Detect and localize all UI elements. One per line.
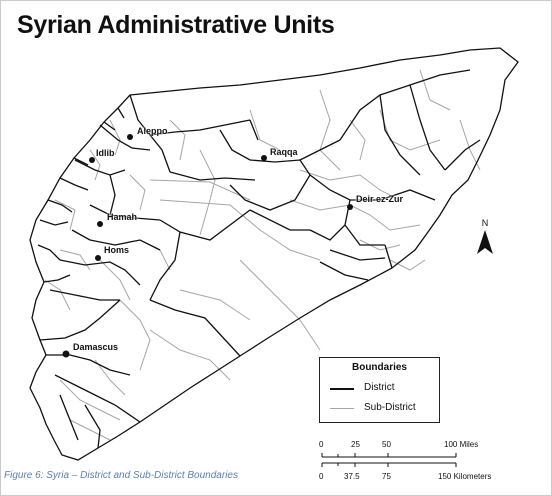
figure-caption: Figure 6: Syria – District and Sub-Distr… — [4, 470, 238, 481]
city-dot-deir-ez-zur — [347, 204, 353, 210]
north-arrow: N — [477, 218, 493, 256]
scale-km-tick-75: 75 — [382, 472, 391, 481]
scale-km-tick-37-5: 37.5 — [344, 472, 360, 481]
city-dot-idlib — [89, 157, 95, 163]
city-dot-damascus — [62, 350, 70, 358]
legend-title: Boundaries — [351, 362, 407, 373]
legend-swatch-subdistrict — [330, 408, 354, 409]
legend: Boundaries District Sub-District — [319, 357, 440, 423]
scale-bar-graphic — [321, 453, 457, 467]
north-arrow-icon — [477, 230, 493, 254]
city-label-hamah: Hamah — [107, 212, 138, 222]
north-arrow-label: N — [481, 218, 489, 228]
scale-km-tick-150: 150 Kilometers — [438, 472, 492, 481]
city-dot-aleppo — [127, 134, 133, 140]
city-label-aleppo: Aleppo — [137, 126, 168, 136]
scale-bar: 0 25 50 100 Miles 0 37.5 75 150 Kilomete… — [316, 440, 516, 490]
scale-mile-tick-25: 25 — [351, 440, 360, 449]
city-label-idlib: Idlib — [96, 148, 115, 158]
district-boundaries — [29, 47, 519, 461]
city-dot-homs — [95, 255, 101, 261]
city-label-raqqa: Raqqa — [270, 147, 298, 157]
legend-label-subdistrict: Sub-District — [364, 402, 416, 413]
city-label-damascus: Damascus — [73, 342, 119, 352]
subdistrict-boundaries — [44, 69, 481, 441]
city-markers — [62, 134, 353, 358]
map-title: Syrian Administrative Units — [17, 11, 335, 39]
city-label-deir-ez-zur: Deir ez-Zur — [356, 194, 404, 204]
scale-mile-tick-50: 50 — [382, 440, 391, 449]
city-label-homs: Homs — [104, 245, 130, 255]
scale-mile-tick-0: 0 — [319, 440, 324, 449]
scale-mile-tick-100: 100 Miles — [444, 440, 479, 449]
legend-swatch-district — [330, 388, 354, 390]
city-dot-raqqa — [261, 155, 267, 161]
legend-label-district: District — [364, 382, 395, 393]
city-dot-hamah — [97, 221, 103, 227]
scale-km-tick-0: 0 — [319, 472, 324, 481]
